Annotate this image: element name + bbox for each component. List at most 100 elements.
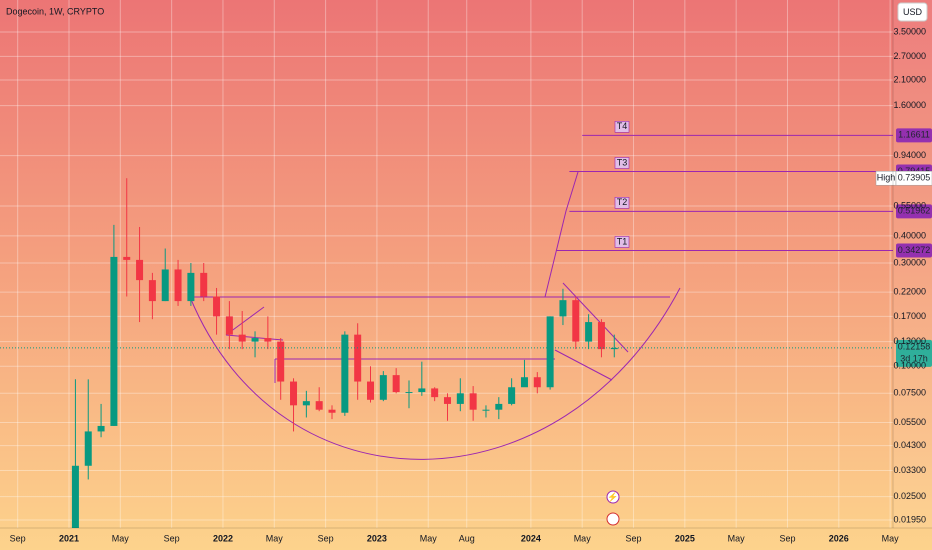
y-tick-label: 0.40000 (893, 230, 926, 240)
target-label-box (614, 236, 630, 248)
chart-title: Dogecoin, 1W, CRYPTO (6, 6, 104, 16)
candle-body (110, 256, 118, 426)
x-tick-label: Sep (164, 533, 180, 543)
y-tick-label: 0.02500 (893, 491, 926, 501)
candle-body (315, 401, 323, 410)
price-tag (896, 128, 932, 143)
candle-body (148, 280, 156, 302)
candle-body (290, 381, 298, 406)
candle-body (251, 338, 259, 342)
event-icon[interactable] (606, 490, 620, 504)
price-tag (895, 170, 932, 186)
candle-body (264, 338, 272, 342)
last-price-tag (896, 339, 932, 367)
currency[interactable]: USD (903, 7, 923, 17)
candle-body (302, 401, 310, 406)
candle-body (469, 393, 477, 410)
candle-body (559, 300, 567, 317)
price-tag-label: 0.51962 (898, 206, 931, 216)
candle-body (495, 403, 503, 410)
candle-body (572, 300, 580, 342)
candle-body (213, 296, 221, 317)
candle-body (238, 334, 246, 342)
candle-body (482, 409, 490, 411)
price-tag-label: 1.16611 (898, 130, 930, 140)
wedge-line (562, 282, 629, 353)
x-tick-label: May (420, 533, 438, 543)
candle-body (520, 377, 528, 388)
countdown-label: 3d 17h (900, 353, 928, 363)
event-icon-glyph: ⚡ (607, 491, 618, 503)
candle-body (585, 322, 593, 342)
y-tick-label: 0.13000 (893, 336, 926, 346)
candle-body (225, 316, 233, 335)
price-tag-label: 0.34272 (898, 245, 931, 255)
candle-body (354, 334, 362, 382)
overlay: T4 1.16611 T3 0.79415 T2 0.51962 T1 0.34272 High… (0, 121, 932, 367)
candle-body (431, 388, 439, 398)
candle-body (546, 316, 554, 388)
y-tick-label: 0.01950 (893, 514, 926, 524)
x-tick-label: Sep (626, 533, 642, 543)
candle-body (136, 259, 144, 281)
y-tick-label: 0.22000 (893, 287, 926, 297)
x-tick-label: 2026 (829, 533, 849, 543)
x-tick-label: Sep (779, 533, 795, 543)
target-label: T3 (617, 157, 628, 167)
candle-body (405, 392, 413, 394)
currency-button[interactable] (897, 2, 928, 22)
target-label: T1 (617, 236, 628, 246)
wedge-line (554, 349, 613, 381)
x-tick-label: Sep (10, 533, 26, 543)
y-tick-label: 0.17000 (893, 311, 926, 321)
target-label-box (614, 197, 630, 209)
y-tick-label: 2.10000 (893, 74, 926, 84)
drawings (189, 171, 681, 460)
x-tick-label: 2023 (367, 533, 387, 543)
price-axis (893, 0, 932, 528)
x-tick-label: Sep (318, 533, 334, 543)
target-label: T4 (617, 121, 628, 131)
candle-body (379, 375, 387, 400)
y-tick-label: 0.94000 (893, 150, 926, 160)
candle-body (97, 425, 105, 432)
candle-body (508, 387, 516, 404)
y-tick-label: 0.04300 (893, 440, 926, 450)
flag-line (225, 334, 284, 341)
target-path (544, 171, 579, 298)
candle-body (200, 272, 208, 297)
y-tick-label: 0.30000 (893, 257, 926, 267)
x-tick-label: 2025 (675, 533, 695, 543)
price-tag-label: 0.73905 (898, 173, 931, 183)
x-tick-label: 2021 (59, 533, 79, 543)
x-tick-label: Aug (459, 533, 475, 543)
x-tick-label: May (266, 533, 284, 543)
x-tick-label: May (574, 533, 592, 543)
candle-body (123, 256, 131, 260)
cup-curve (189, 287, 681, 460)
x-tick-label: 2024 (521, 533, 541, 543)
target-label-box (614, 157, 630, 169)
price-tag-label: 0.79415 (898, 166, 931, 176)
price-tag (896, 243, 932, 258)
candle-body (392, 375, 400, 393)
y-tick-label: 0.07500 (893, 388, 926, 398)
candle-body (341, 334, 349, 413)
candle-body (418, 388, 426, 393)
candle-body (597, 322, 605, 350)
candle-body (443, 397, 451, 404)
grid (0, 0, 893, 528)
candle-body (161, 269, 169, 302)
last-price-label: 0.12158 (898, 341, 931, 351)
candle-body (174, 269, 182, 302)
candle-body (328, 409, 336, 413)
x-tick-label: May (112, 533, 130, 543)
y-tick-label: 2.70000 (893, 51, 926, 61)
high-tag-label: High (877, 173, 896, 183)
target-label: T2 (617, 197, 628, 207)
y-tick-label: 1.60000 (893, 100, 926, 110)
event-icon[interactable] (606, 512, 620, 526)
